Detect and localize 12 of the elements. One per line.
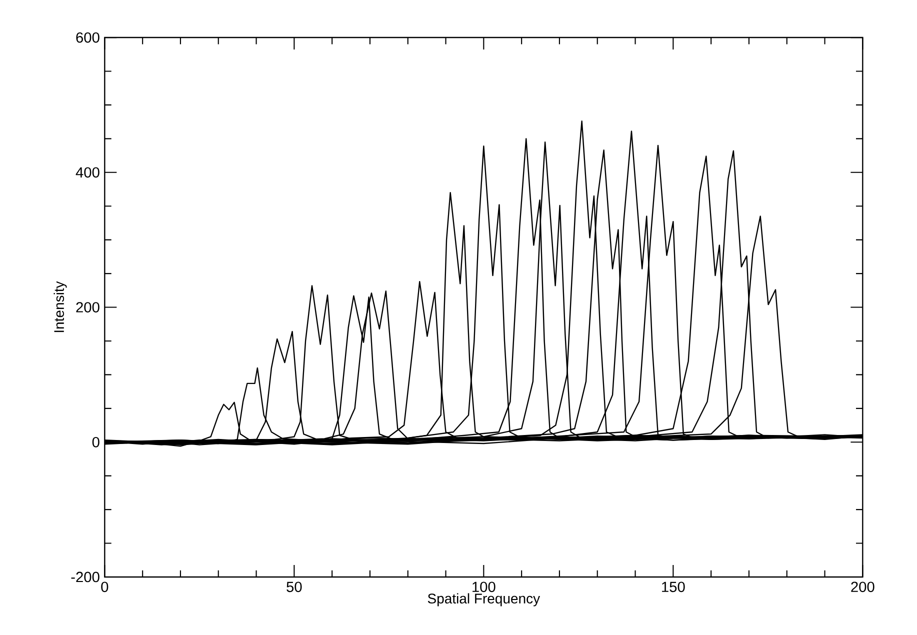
- x-tick-label: 100: [472, 582, 496, 592]
- y-tick-label: 0: [92, 436, 100, 448]
- x-tick-label: 0: [101, 582, 108, 592]
- y-tick-label: 400: [76, 167, 100, 178]
- y-axis-title: Intensity: [54, 281, 67, 332]
- x-tick-label: 150: [662, 582, 685, 592]
- y-tick-label: 200: [76, 302, 100, 312]
- y-tick-label: 600: [76, 32, 100, 43]
- x-tick-label: 50: [286, 582, 302, 592]
- x-axis-title: Spatial Frequency: [428, 593, 540, 606]
- x-tick-label: 200: [851, 582, 874, 592]
- y-tick-label: -200: [71, 572, 100, 582]
